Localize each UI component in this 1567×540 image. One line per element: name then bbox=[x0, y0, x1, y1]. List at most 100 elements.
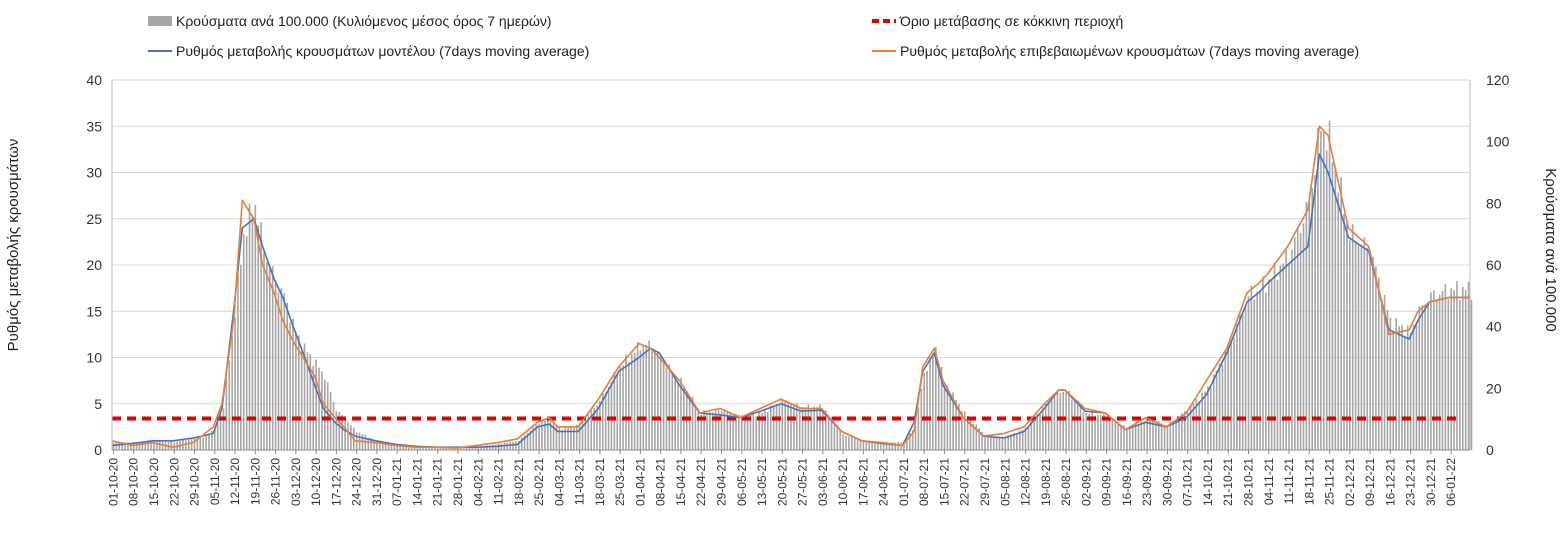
left-axis-title: Ρυθμός μεταβολής κρουσμάτων bbox=[5, 139, 22, 352]
bar bbox=[1108, 418, 1111, 450]
bar bbox=[891, 442, 894, 450]
bar bbox=[709, 412, 711, 450]
bar bbox=[1282, 263, 1285, 450]
bar bbox=[1238, 313, 1241, 450]
x-tick-label: 02-09-21 bbox=[1079, 458, 1093, 506]
x-tick-label: 04-11-21 bbox=[1262, 458, 1276, 505]
bar bbox=[946, 385, 949, 450]
bar bbox=[969, 419, 972, 450]
x-tick-label: 18-03-21 bbox=[593, 458, 607, 506]
bar bbox=[1340, 177, 1342, 450]
bar bbox=[827, 414, 830, 450]
bar bbox=[211, 431, 213, 450]
bar bbox=[963, 411, 966, 450]
bar bbox=[153, 440, 155, 450]
bar bbox=[767, 412, 769, 450]
bar bbox=[966, 415, 969, 450]
bar bbox=[199, 437, 202, 450]
bar bbox=[671, 371, 674, 450]
bar bbox=[769, 406, 772, 450]
bar bbox=[1406, 325, 1409, 450]
bar bbox=[564, 426, 566, 450]
bar bbox=[494, 444, 497, 450]
bar bbox=[1320, 131, 1322, 450]
bar bbox=[422, 447, 425, 450]
x-tick-label: 04-03-21 bbox=[552, 458, 566, 506]
bar bbox=[882, 442, 885, 450]
bar bbox=[1241, 313, 1244, 450]
bar bbox=[1357, 245, 1360, 450]
bar bbox=[729, 412, 732, 450]
bar bbox=[1375, 266, 1377, 450]
bar bbox=[387, 442, 390, 450]
bar bbox=[1267, 279, 1270, 450]
bar bbox=[286, 302, 288, 450]
x-tick-label: 05-08-21 bbox=[998, 458, 1012, 506]
bar bbox=[384, 442, 387, 450]
bar bbox=[242, 233, 245, 450]
bar bbox=[914, 426, 917, 450]
bar bbox=[483, 446, 485, 450]
bar bbox=[289, 322, 291, 450]
bar bbox=[300, 350, 303, 450]
bar bbox=[610, 382, 613, 450]
bar bbox=[170, 441, 173, 450]
bar bbox=[535, 424, 538, 450]
bar bbox=[584, 419, 587, 450]
bar bbox=[1453, 290, 1455, 450]
bar bbox=[740, 415, 743, 450]
bar bbox=[332, 402, 335, 450]
bar bbox=[1059, 393, 1062, 450]
bar bbox=[865, 441, 868, 450]
bar bbox=[1149, 420, 1151, 450]
bar bbox=[599, 400, 601, 450]
bar bbox=[118, 442, 121, 450]
bar bbox=[1137, 423, 1140, 450]
bar bbox=[1270, 279, 1273, 450]
bar bbox=[1189, 405, 1192, 450]
bar bbox=[958, 403, 960, 450]
bar bbox=[1044, 402, 1047, 450]
x-tick-label: 01-07-21 bbox=[897, 458, 911, 506]
x-tick-label: 27-05-21 bbox=[796, 458, 810, 506]
bar bbox=[1354, 241, 1357, 450]
bar bbox=[347, 422, 349, 450]
bar bbox=[538, 423, 540, 450]
bar bbox=[934, 346, 937, 450]
bar bbox=[1346, 222, 1348, 450]
legend-confirmed-label: Ρυθμός μεταβολής επιβεβαιωμένων κρουσμάτ… bbox=[900, 43, 1359, 59]
bar bbox=[1131, 427, 1134, 450]
bar bbox=[764, 410, 766, 450]
bar bbox=[604, 392, 607, 450]
bar bbox=[871, 441, 873, 450]
bar bbox=[1427, 304, 1429, 450]
bar bbox=[1082, 411, 1085, 450]
bar bbox=[992, 436, 995, 450]
bar bbox=[1013, 432, 1015, 450]
x-tick-label: 19-11-20 bbox=[248, 458, 262, 505]
bar bbox=[471, 447, 474, 450]
bar bbox=[830, 417, 833, 450]
bar bbox=[393, 443, 396, 450]
right-tick-label: 100 bbox=[1486, 134, 1510, 150]
bar bbox=[879, 442, 882, 450]
bar bbox=[888, 442, 891, 450]
bar bbox=[573, 427, 575, 450]
bar bbox=[439, 447, 442, 450]
bar bbox=[150, 441, 152, 450]
bar bbox=[920, 388, 923, 450]
bar bbox=[1377, 277, 1380, 450]
bar bbox=[694, 405, 697, 450]
bar bbox=[824, 410, 827, 450]
legend-threshold-label: Όριο μετάβασης σε κόκκινη περιοχή bbox=[899, 13, 1123, 29]
bar bbox=[1088, 413, 1091, 450]
x-tick-label: 11-02-21 bbox=[492, 458, 506, 505]
bar bbox=[1079, 403, 1082, 450]
bar bbox=[1050, 400, 1053, 450]
legend-model-label: Ρυθμός μεταβολής κρουσμάτων μοντέλου (7d… bbox=[176, 43, 589, 59]
bar bbox=[688, 398, 691, 450]
bar bbox=[1033, 417, 1036, 450]
bar bbox=[590, 410, 593, 450]
bar bbox=[706, 412, 708, 450]
bar bbox=[263, 252, 265, 450]
